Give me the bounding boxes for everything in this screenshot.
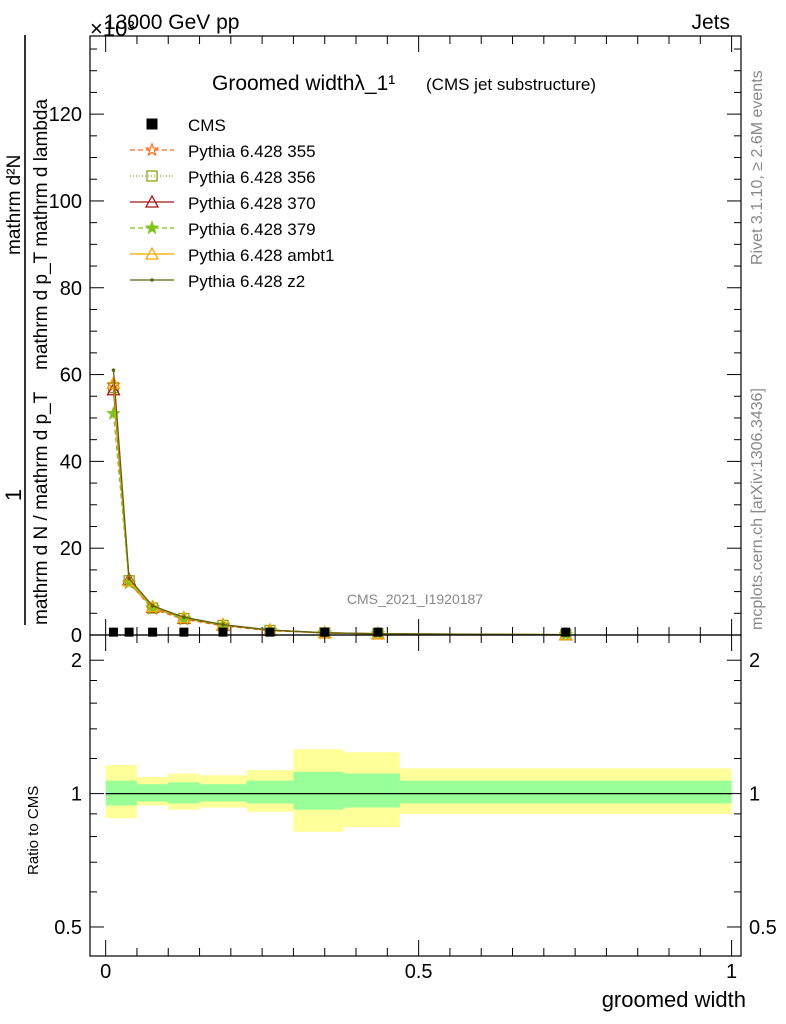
cms-data-point (148, 627, 158, 637)
x-tick-label: 1 (726, 961, 737, 983)
ratio-band-stat (246, 780, 294, 804)
y-tick-label: 60 (60, 365, 82, 387)
series-line (112, 413, 566, 636)
series-point (150, 604, 155, 608)
series-line (112, 389, 566, 636)
series-point (127, 576, 131, 581)
legend-marker (146, 170, 158, 182)
ylabel-denominator: mathrm d N / mathrm d p_T (31, 391, 52, 625)
y-tick-label: 100 (49, 191, 82, 213)
ratio-band-stat (399, 780, 732, 804)
ratio-band-stat (343, 773, 400, 808)
cms-data-point (561, 627, 571, 637)
legend-marker-cms (146, 118, 158, 130)
series-point (182, 615, 186, 620)
cms-data-point (124, 627, 134, 637)
y-tick-label: 80 (60, 278, 82, 300)
cms-data-point (265, 627, 275, 637)
ratio-y-tick-label: 1 (749, 784, 760, 806)
main-ylabel: 1 mathrm d N / mathrm d p_T mathrm d²N m… (1, 35, 52, 625)
ratio-y-tick-label: 0.5 (54, 917, 82, 939)
ratio-y-tick-label: 1 (71, 784, 82, 806)
ylabel-one: 1 (1, 489, 26, 501)
main-title: Groomed widthλ_1¹ (212, 72, 395, 95)
y-tick-label: 40 (60, 451, 82, 473)
cms-data-point (179, 627, 189, 637)
ratio-y-tick-label: 0.5 (749, 917, 777, 939)
legend-label: Pythia 6.428 356 (188, 168, 316, 187)
exponent-label: ×10³ (90, 16, 135, 41)
ratio-band-stat (168, 782, 200, 804)
legend-label: Pythia 6.428 ambt1 (188, 246, 334, 265)
series-point (111, 368, 116, 373)
x-tick-label: 0.5 (405, 961, 433, 983)
ratio-band-stat (199, 784, 247, 802)
ratio-ylabel: Ratio to CMS (25, 786, 42, 875)
legend-label: Pythia 6.428 370 (188, 194, 316, 213)
legend-label-cms: CMS (188, 116, 226, 135)
ratio-plot-area: 0 0.5 1 0.5 0.5 1 1 2 2 (54, 634, 777, 983)
x-tick-label: 0 (100, 961, 111, 983)
mcplots-label: mcplots.cern.ch [arXiv:1306.3436] (749, 388, 766, 630)
analysis-id: CMS_2021_I1920187 (347, 591, 483, 607)
legend-marker (144, 220, 160, 235)
cms-data-point (218, 627, 228, 637)
legend-marker (150, 278, 154, 282)
ylabel-frac-numerator: mathrm d²N (4, 155, 25, 255)
y-tick-label: 0 (71, 625, 82, 647)
y-tick-label: 120 (49, 104, 82, 126)
ratio-y-tick-label: 2 (71, 650, 82, 672)
series-point (106, 375, 121, 389)
legend-label: Pythia 6.428 355 (188, 142, 316, 161)
process-label: Jets (691, 11, 730, 34)
series-line (112, 370, 566, 636)
legend-label: Pythia 6.428 379 (188, 220, 316, 239)
series-line (112, 385, 566, 636)
energy-label: 13000 GeV pp (104, 11, 239, 34)
cms-data-point (373, 627, 383, 637)
series-point (106, 405, 121, 420)
ratio-frame (89, 634, 742, 957)
series-line (112, 383, 566, 636)
cms-data-point (108, 627, 118, 637)
legend-label: Pythia 6.428 z2 (188, 272, 305, 291)
ratio-band-stat (293, 771, 344, 810)
ratio-y-tick-label: 2 (749, 650, 760, 672)
legend-marker (144, 194, 160, 208)
series-point (221, 622, 225, 627)
legend-marker (144, 142, 160, 157)
legend-marker (144, 246, 160, 260)
x-axis-label: groomed width (602, 987, 746, 1012)
main-subtitle: (CMS jet substructure) (426, 75, 596, 94)
series-point (145, 599, 160, 613)
rivet-label: Rivet 3.1.10, ≥ 2.6M events (749, 70, 766, 265)
legend: CMS Pythia 6.428 355 Pythia 6.428 356 Pythi… (130, 116, 334, 291)
series-point (106, 382, 121, 396)
y-tick-label: 20 (60, 538, 82, 560)
series-line (112, 387, 566, 636)
series-point (122, 573, 137, 587)
ratio-band-stat (136, 784, 169, 802)
ylabel-frac-denominator: mathrm d p_T mathrm d lambda (31, 99, 52, 370)
